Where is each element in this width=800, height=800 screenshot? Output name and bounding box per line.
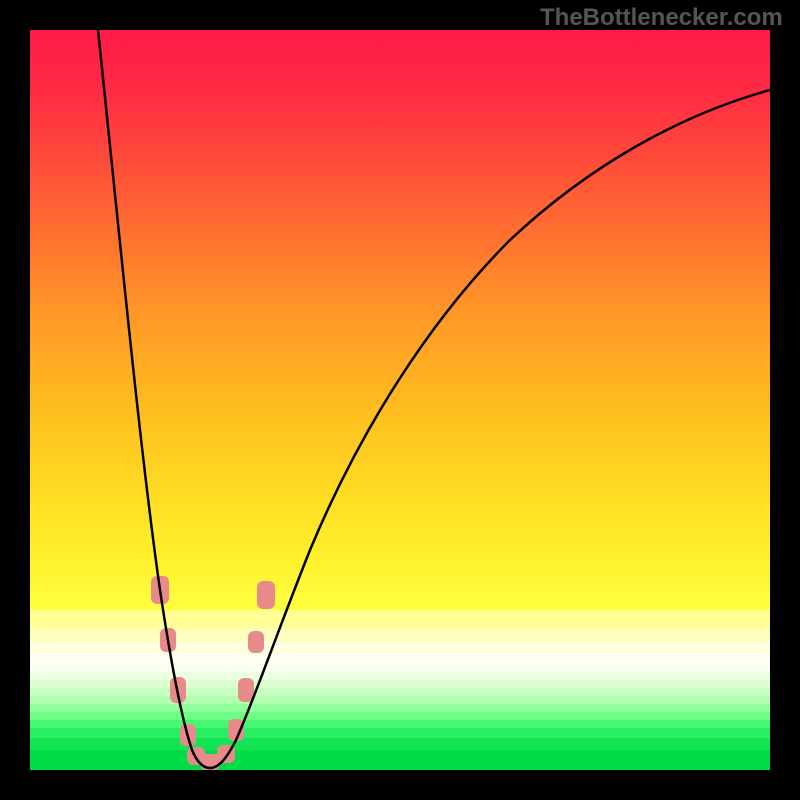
curve-marker: [257, 581, 275, 609]
chart-frame: TheBottlenecker.com: [0, 0, 800, 800]
curve-marker: [238, 678, 254, 702]
curve-left: [98, 30, 210, 768]
curve-marker: [248, 631, 264, 653]
curves-layer: [30, 30, 770, 770]
plot-area: [30, 30, 770, 770]
curve-right: [210, 90, 770, 768]
watermark-text: TheBottlenecker.com: [540, 4, 783, 32]
